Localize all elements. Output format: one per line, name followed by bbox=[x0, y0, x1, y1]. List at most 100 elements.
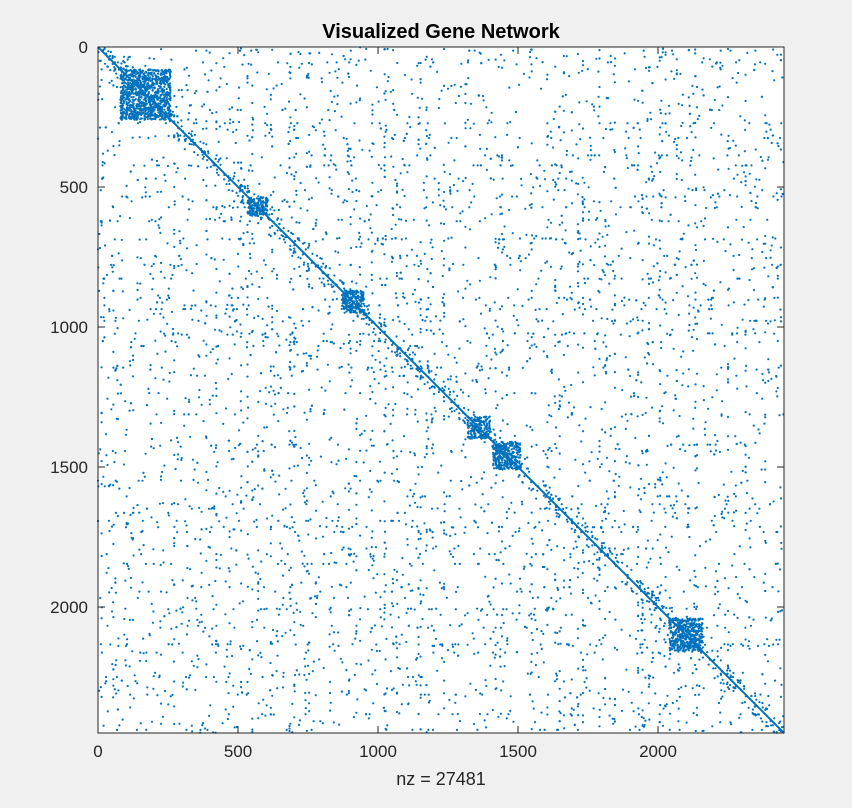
nonzero-point bbox=[403, 296, 406, 299]
nonzero-point bbox=[200, 586, 203, 589]
nonzero-point bbox=[200, 613, 203, 616]
nonzero-point bbox=[282, 238, 285, 241]
nonzero-point bbox=[526, 672, 529, 675]
nonzero-point bbox=[427, 728, 430, 732]
nonzero-point bbox=[506, 639, 509, 642]
nonzero-point bbox=[764, 413, 767, 416]
nonzero-point bbox=[507, 507, 511, 510]
nonzero-point bbox=[702, 186, 705, 189]
nonzero-point bbox=[274, 480, 277, 483]
nonzero-point bbox=[213, 258, 216, 261]
nonzero-point bbox=[643, 486, 646, 490]
nonzero-point bbox=[672, 466, 675, 469]
nonzero-point bbox=[271, 316, 274, 319]
nonzero-point bbox=[589, 259, 592, 262]
nonzero-point bbox=[526, 339, 529, 343]
nonzero-point bbox=[380, 167, 383, 170]
nonzero-point bbox=[739, 441, 742, 444]
nonzero-point bbox=[468, 189, 471, 192]
nonzero-point bbox=[741, 671, 744, 674]
nonzero-point bbox=[685, 607, 688, 610]
nonzero-point bbox=[692, 92, 695, 95]
nonzero-point bbox=[477, 562, 480, 566]
nonzero-point bbox=[371, 345, 374, 348]
nonzero-point bbox=[145, 238, 148, 241]
nonzero-point bbox=[355, 517, 358, 520]
nonzero-point bbox=[383, 364, 386, 367]
nonzero-point bbox=[430, 58, 434, 61]
nonzero-point bbox=[632, 126, 635, 129]
nonzero-point bbox=[459, 220, 462, 223]
nonzero-point bbox=[494, 277, 497, 280]
nonzero-point bbox=[539, 728, 542, 732]
nonzero-point bbox=[449, 553, 452, 556]
nonzero-point bbox=[497, 65, 500, 68]
nonzero-point bbox=[406, 407, 409, 410]
nonzero-point bbox=[669, 333, 672, 336]
nonzero-point bbox=[581, 346, 585, 349]
nonzero-point bbox=[659, 247, 662, 250]
nonzero-point bbox=[475, 481, 478, 484]
nonzero-point bbox=[598, 450, 601, 453]
nonzero-point bbox=[302, 491, 305, 495]
nonzero-point bbox=[453, 651, 456, 654]
nonzero-point bbox=[611, 308, 614, 311]
nonzero-point bbox=[495, 474, 498, 477]
nonzero-point bbox=[203, 727, 207, 730]
nonzero-point bbox=[255, 518, 258, 522]
nonzero-point bbox=[664, 196, 667, 199]
nonzero-point bbox=[590, 530, 593, 534]
nonzero-point bbox=[562, 131, 566, 134]
nonzero-point bbox=[613, 717, 616, 721]
nonzero-point bbox=[459, 212, 462, 215]
nonzero-point bbox=[554, 523, 557, 526]
nonzero-point bbox=[546, 226, 549, 229]
nonzero-point bbox=[485, 726, 488, 729]
nonzero-point bbox=[305, 729, 308, 732]
nonzero-point bbox=[558, 687, 561, 690]
nonzero-point bbox=[205, 354, 208, 357]
nonzero-point bbox=[776, 277, 779, 280]
nonzero-point bbox=[186, 624, 189, 627]
nonzero-point bbox=[215, 603, 218, 606]
nonzero-point bbox=[653, 175, 656, 178]
nonzero-point bbox=[663, 308, 666, 311]
nonzero-point bbox=[563, 559, 566, 562]
nonzero-point bbox=[256, 71, 259, 74]
nonzero-point bbox=[464, 83, 467, 86]
nonzero-point bbox=[401, 188, 404, 191]
nonzero-point bbox=[289, 586, 292, 589]
nonzero-point bbox=[718, 603, 722, 606]
nonzero-point bbox=[279, 377, 282, 380]
nonzero-point bbox=[530, 564, 533, 567]
nonzero-point bbox=[421, 318, 424, 322]
nonzero-point bbox=[562, 546, 566, 550]
nonzero-point bbox=[659, 296, 662, 299]
nonzero-point bbox=[293, 156, 296, 159]
nonzero-point bbox=[367, 304, 370, 307]
nonzero-point bbox=[620, 247, 623, 250]
nonzero-point bbox=[240, 647, 243, 651]
nonzero-point bbox=[310, 196, 313, 199]
nonzero-point bbox=[180, 263, 183, 266]
nonzero-point bbox=[613, 148, 616, 152]
nonzero-point bbox=[100, 224, 103, 227]
nonzero-point bbox=[501, 419, 504, 422]
nonzero-point bbox=[520, 590, 523, 593]
nonzero-point bbox=[659, 476, 662, 479]
nonzero-point bbox=[679, 448, 682, 451]
nonzero-point bbox=[318, 525, 322, 528]
nonzero-point bbox=[721, 104, 724, 107]
nonzero-point bbox=[205, 527, 208, 531]
nonzero-point bbox=[581, 296, 585, 299]
nonzero-point bbox=[706, 332, 709, 335]
nonzero-point bbox=[613, 646, 617, 650]
nonzero-point bbox=[308, 244, 311, 247]
nonzero-point bbox=[293, 633, 296, 637]
nonzero-point bbox=[577, 702, 580, 706]
nonzero-point bbox=[268, 391, 271, 394]
nonzero-point bbox=[314, 582, 317, 585]
nonzero-point bbox=[228, 122, 231, 125]
nonzero-point bbox=[449, 378, 452, 381]
nonzero-point bbox=[143, 164, 146, 167]
